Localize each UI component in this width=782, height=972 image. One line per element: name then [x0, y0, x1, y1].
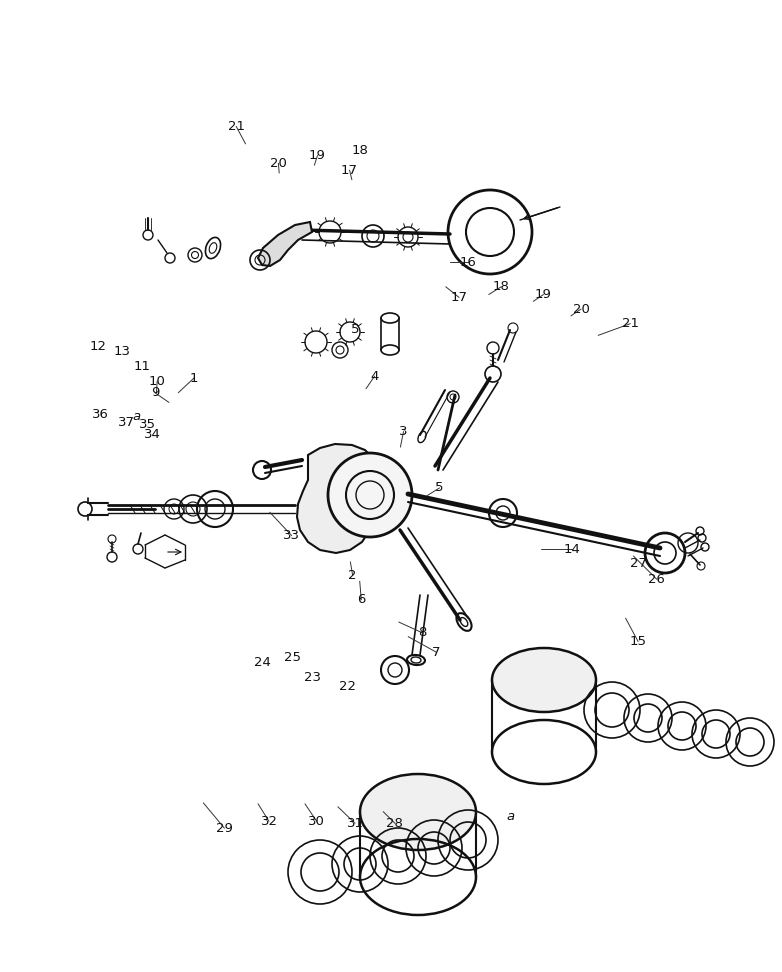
Text: 9: 9: [151, 386, 159, 399]
Polygon shape: [297, 444, 376, 553]
Text: 16: 16: [459, 256, 476, 269]
Text: 1: 1: [190, 371, 198, 385]
Text: 31: 31: [346, 816, 364, 830]
Circle shape: [328, 453, 412, 537]
Text: a: a: [133, 409, 141, 423]
Ellipse shape: [492, 648, 596, 712]
Text: 35: 35: [138, 418, 156, 432]
Text: 23: 23: [304, 671, 321, 684]
Text: 34: 34: [144, 428, 161, 441]
Text: 17: 17: [341, 163, 358, 177]
Text: 6: 6: [357, 593, 365, 607]
Text: 13: 13: [113, 345, 131, 359]
Text: 18: 18: [351, 144, 368, 157]
Text: 17: 17: [450, 291, 468, 304]
Text: 19: 19: [535, 288, 552, 301]
Text: 22: 22: [339, 679, 356, 693]
Text: 37: 37: [118, 416, 135, 430]
Text: 28: 28: [386, 816, 404, 830]
Text: 30: 30: [308, 815, 325, 828]
Text: 32: 32: [260, 815, 278, 828]
Text: 12: 12: [89, 339, 106, 353]
Text: 10: 10: [149, 374, 166, 388]
Ellipse shape: [360, 774, 476, 850]
Text: 2: 2: [349, 569, 357, 582]
Text: 8: 8: [418, 626, 426, 640]
Text: 7: 7: [432, 645, 440, 659]
Text: 24: 24: [254, 656, 271, 670]
Text: 33: 33: [283, 529, 300, 542]
Text: 5: 5: [436, 481, 443, 495]
Text: 21: 21: [622, 317, 639, 330]
Text: 11: 11: [134, 360, 151, 373]
Text: 27: 27: [630, 557, 647, 571]
Text: 4: 4: [371, 369, 378, 383]
Text: 19: 19: [309, 149, 326, 162]
Text: 20: 20: [572, 302, 590, 316]
Text: a: a: [507, 810, 515, 823]
Text: 15: 15: [630, 635, 647, 648]
Polygon shape: [258, 222, 312, 266]
Text: 36: 36: [91, 407, 109, 421]
Text: 14: 14: [563, 542, 580, 556]
Text: 21: 21: [228, 120, 245, 133]
Text: 20: 20: [270, 156, 287, 170]
Text: 29: 29: [216, 821, 233, 835]
Text: 26: 26: [648, 573, 665, 586]
Text: 18: 18: [493, 280, 510, 294]
Text: 5: 5: [351, 323, 359, 336]
Text: 25: 25: [284, 650, 301, 664]
Text: 3: 3: [400, 425, 407, 438]
